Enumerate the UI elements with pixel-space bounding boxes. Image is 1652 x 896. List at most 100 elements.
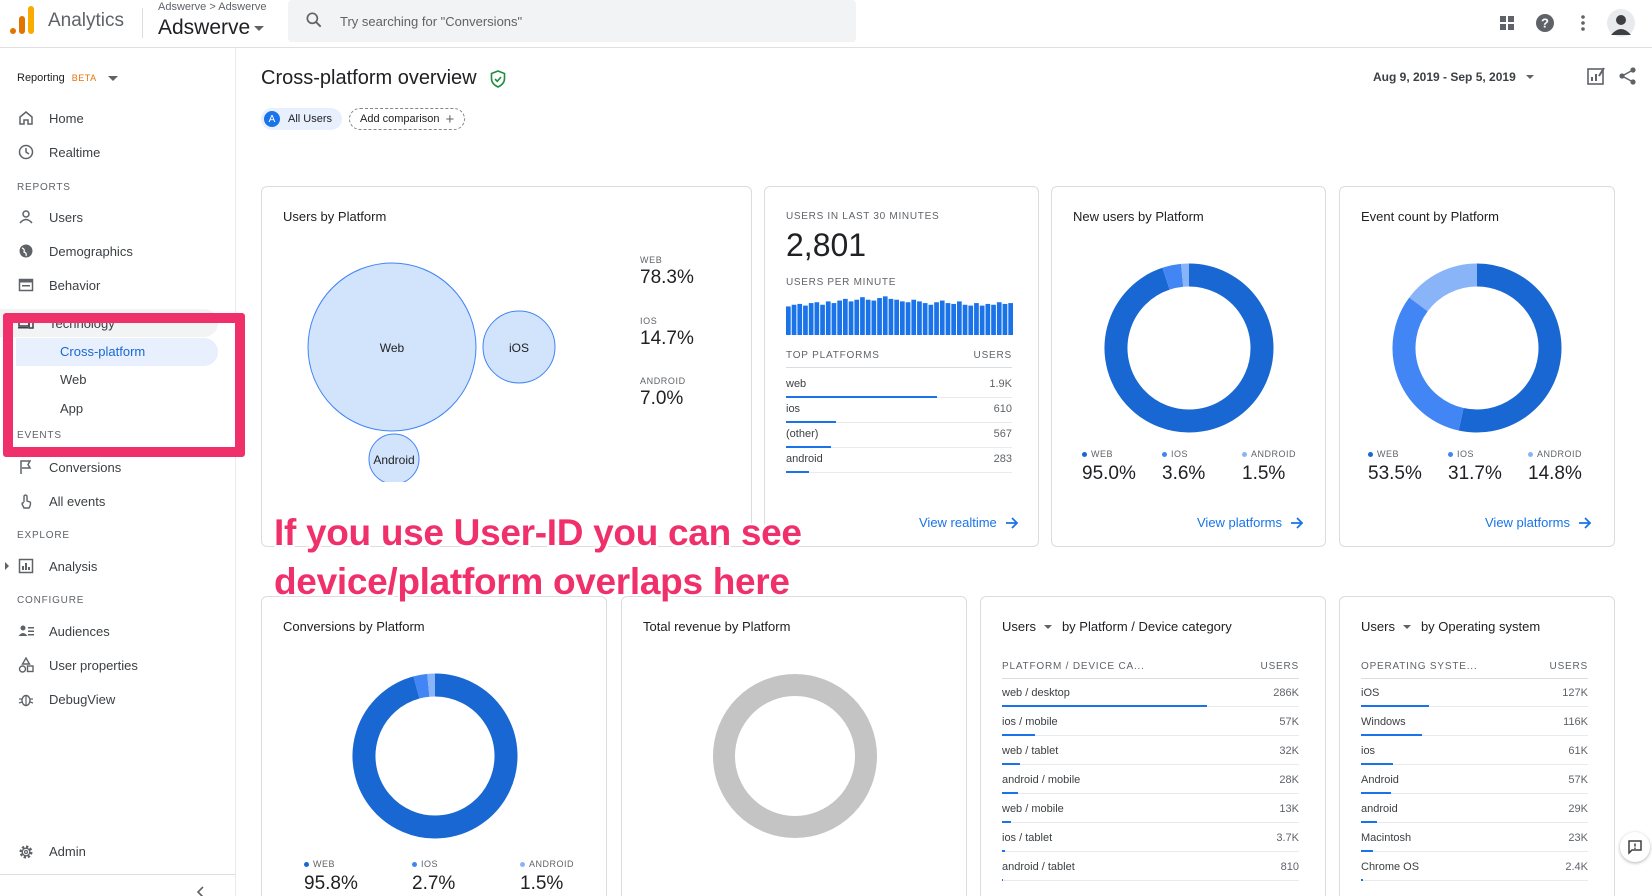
- table-row[interactable]: web / mobile 13K: [1002, 797, 1299, 823]
- metric-selector[interactable]: Users by Operating system: [1361, 619, 1540, 634]
- minute-bar[interactable]: [860, 297, 865, 335]
- feedback-button[interactable]: [1620, 832, 1650, 862]
- table-row[interactable]: web 1.9K: [786, 372, 1012, 398]
- table-row[interactable]: android / tablet 810: [1002, 855, 1299, 881]
- minute-bar[interactable]: [854, 299, 860, 335]
- table-row[interactable]: Windows 116K: [1361, 710, 1588, 736]
- minute-bar[interactable]: [825, 301, 831, 335]
- table-row[interactable]: ios 610: [786, 397, 1012, 423]
- search-input[interactable]: [340, 0, 840, 42]
- donut-slice-web[interactable]: [1104, 263, 1274, 433]
- sidebar-item-web[interactable]: Web: [60, 372, 87, 387]
- sidebar-item-conversions[interactable]: Conversions: [0, 453, 220, 481]
- sidebar-item-debugview[interactable]: DebugView: [0, 685, 220, 713]
- sidebar-item-demographics[interactable]: Demographics: [0, 237, 220, 265]
- minute-bar[interactable]: [791, 304, 797, 335]
- minute-bar[interactable]: [894, 299, 899, 335]
- minute-bar[interactable]: [803, 305, 808, 335]
- more-vert-icon[interactable]: [1568, 8, 1598, 38]
- minute-bar[interactable]: [1002, 303, 1008, 335]
- donut-slice-ios[interactable]: [413, 673, 430, 699]
- minute-bar[interactable]: [837, 300, 842, 335]
- minute-bar[interactable]: [1008, 303, 1013, 335]
- minute-bar[interactable]: [808, 303, 814, 335]
- chevron-down-icon[interactable]: [254, 26, 264, 31]
- view-realtime-link[interactable]: View realtime: [919, 515, 1019, 530]
- customize-report-icon[interactable]: [1586, 66, 1606, 89]
- apps-grid-icon[interactable]: [1492, 8, 1522, 38]
- account-selector[interactable]: Adswerve: [158, 16, 251, 39]
- minute-bar[interactable]: [865, 299, 871, 335]
- donut-slice-ios[interactable]: [1392, 297, 1464, 431]
- view-platforms-link[interactable]: View platforms: [1485, 515, 1592, 530]
- bubble-ios[interactable]: [482, 310, 556, 384]
- minute-bar[interactable]: [848, 301, 854, 335]
- minute-bar[interactable]: [934, 302, 939, 335]
- account-breadcrumb[interactable]: Adswerve > Adswerve: [158, 1, 267, 13]
- minute-bar[interactable]: [928, 304, 934, 335]
- sidebar-item-audiences[interactable]: Audiences: [0, 617, 220, 645]
- minute-bar[interactable]: [877, 298, 882, 335]
- table-row[interactable]: ios 61K: [1361, 739, 1588, 765]
- minute-bar[interactable]: [957, 301, 962, 335]
- minute-bar[interactable]: [996, 302, 1002, 335]
- minute-bar[interactable]: [888, 298, 894, 335]
- date-range-picker[interactable]: Aug 9, 2019 - Sep 5, 2019: [1373, 70, 1516, 84]
- minute-bar[interactable]: [900, 301, 905, 335]
- minute-bar[interactable]: [831, 303, 837, 335]
- minute-bar[interactable]: [911, 299, 917, 335]
- sidebar-item-admin[interactable]: Admin: [0, 838, 220, 866]
- donut-slice-web[interactable]: [352, 673, 518, 839]
- reporting-selector[interactable]: Reporting BETA: [17, 72, 97, 84]
- sidebar-item-analysis[interactable]: Analysis: [0, 552, 220, 580]
- share-icon[interactable]: [1618, 66, 1638, 89]
- table-row[interactable]: Macintosh 23K: [1361, 826, 1588, 852]
- minute-bar[interactable]: [951, 303, 956, 335]
- minute-bar[interactable]: [917, 301, 922, 335]
- minute-bar[interactable]: [843, 298, 848, 335]
- minute-bar[interactable]: [945, 303, 951, 335]
- table-row[interactable]: Chrome OS 2.4K: [1361, 855, 1588, 881]
- bubble-android[interactable]: [368, 433, 420, 482]
- collapse-sidebar-icon[interactable]: [196, 886, 206, 896]
- minute-bar[interactable]: [991, 304, 996, 335]
- chevron-down-icon[interactable]: [108, 76, 118, 81]
- table-row[interactable]: android / mobile 28K: [1002, 768, 1299, 794]
- minute-bar[interactable]: [974, 303, 979, 335]
- table-row[interactable]: android 29K: [1361, 797, 1588, 823]
- minute-bar[interactable]: [922, 303, 928, 335]
- sidebar-item-home[interactable]: Home: [0, 104, 220, 132]
- minute-bar[interactable]: [882, 296, 888, 335]
- minute-bar[interactable]: [814, 302, 820, 335]
- table-row[interactable]: ios / mobile 57K: [1002, 710, 1299, 736]
- minute-bar[interactable]: [797, 303, 803, 335]
- minute-bar[interactable]: [979, 305, 985, 335]
- bubble-web[interactable]: [307, 262, 477, 432]
- sidebar-item-behavior[interactable]: Behavior: [0, 271, 220, 299]
- minute-bar[interactable]: [985, 303, 991, 335]
- avatar[interactable]: [1606, 8, 1636, 38]
- donut-slice-ios[interactable]: [1162, 263, 1184, 290]
- chevron-down-icon[interactable]: [1526, 75, 1534, 79]
- minute-bar[interactable]: [871, 300, 877, 335]
- sidebar-item-users[interactable]: Users: [0, 203, 220, 231]
- table-row[interactable]: web / desktop 286K: [1002, 681, 1299, 707]
- view-platforms-link[interactable]: View platforms: [1197, 515, 1304, 530]
- minute-bar[interactable]: [786, 306, 791, 335]
- table-row[interactable]: android 283: [786, 447, 1012, 473]
- minute-bar[interactable]: [820, 304, 825, 335]
- add-comparison-button[interactable]: Add comparison +: [349, 108, 466, 130]
- minute-bar[interactable]: [939, 300, 945, 335]
- sidebar-item-app[interactable]: App: [60, 401, 84, 416]
- donut-slice-android[interactable]: [1409, 263, 1478, 312]
- table-row[interactable]: iOS 127K: [1361, 681, 1588, 707]
- search-bar[interactable]: [288, 0, 856, 42]
- sidebar-item-all-events[interactable]: All events: [0, 487, 220, 515]
- help-icon[interactable]: ?: [1530, 8, 1560, 38]
- minute-bar[interactable]: [962, 304, 968, 335]
- minute-bar[interactable]: [905, 302, 911, 335]
- table-row[interactable]: (other) 567: [786, 422, 1012, 448]
- table-row[interactable]: ios / tablet 3.7K: [1002, 826, 1299, 852]
- chevron-right-icon[interactable]: [5, 562, 9, 570]
- sidebar-item-realtime[interactable]: Realtime: [0, 138, 220, 166]
